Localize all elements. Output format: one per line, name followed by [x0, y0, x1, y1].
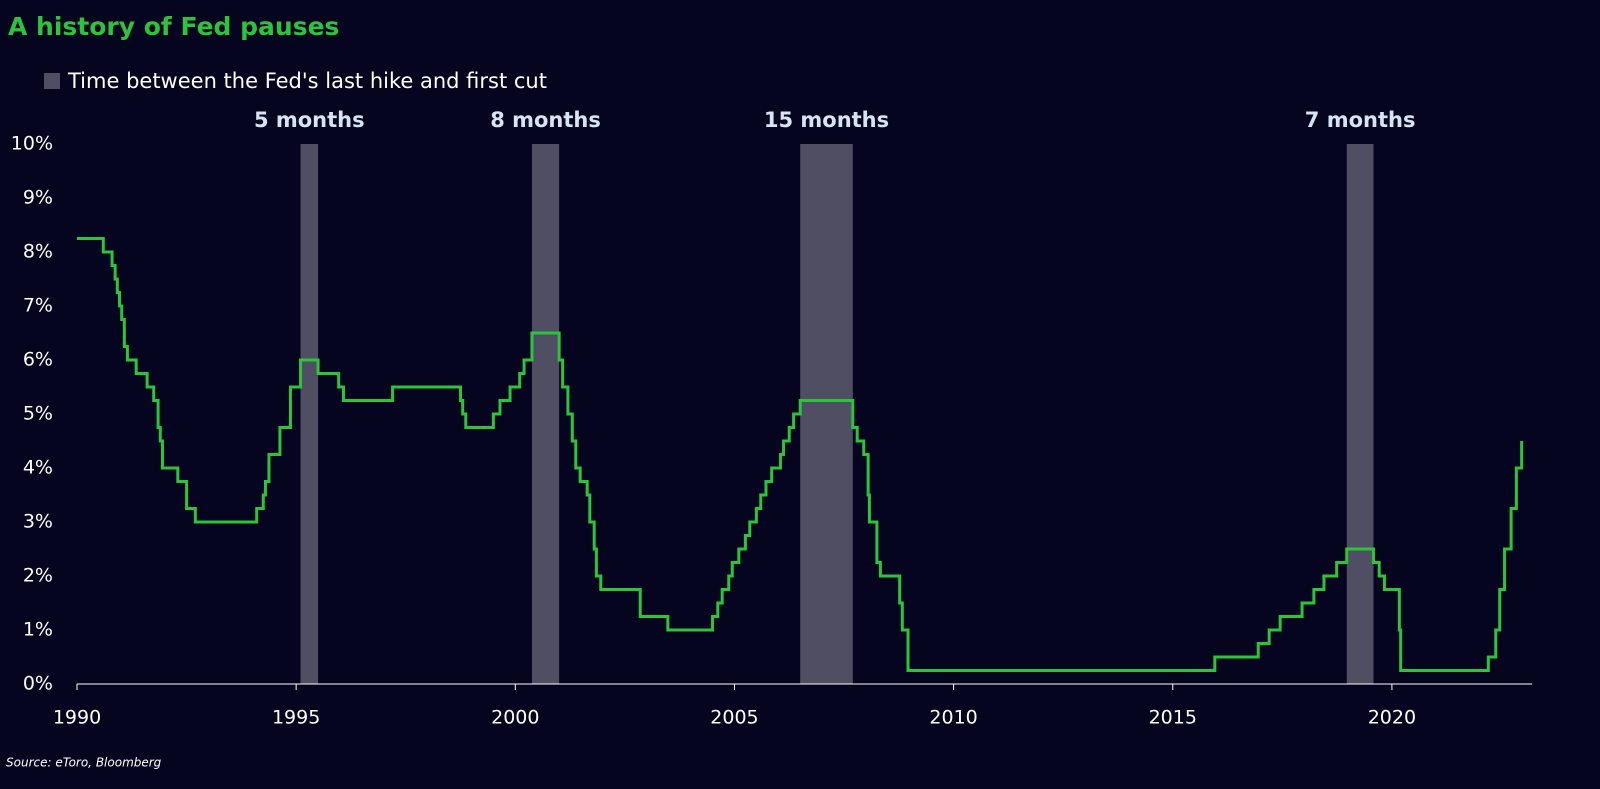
- pause-region: [800, 144, 853, 684]
- y-tick-label: 5%: [23, 403, 53, 425]
- y-tick-label: 0%: [23, 673, 53, 695]
- pause-label: 15 months: [764, 108, 889, 132]
- x-tick-label: 2020: [1368, 707, 1416, 729]
- x-tick-label: 2010: [929, 707, 977, 729]
- y-tick-label: 4%: [23, 457, 53, 479]
- x-tick-label: 2015: [1149, 707, 1197, 729]
- y-tick-label: 7%: [23, 295, 53, 317]
- y-tick-label: 6%: [23, 349, 53, 371]
- y-tick-label: 8%: [23, 241, 53, 263]
- x-tick-label: 2005: [710, 707, 758, 729]
- y-tick-label: 10%: [11, 133, 53, 155]
- rate-line: [77, 237, 1524, 672]
- y-tick-label: 1%: [23, 619, 53, 641]
- source: Source: eToro, Bloomberg: [6, 756, 162, 770]
- x-tick-label: 1995: [272, 707, 320, 729]
- chart-title: A history of Fed pauses: [8, 12, 339, 41]
- legend-swatch: [44, 73, 60, 89]
- x-tick-label: 1990: [53, 707, 101, 729]
- pause-region: [531, 144, 560, 684]
- x-tick-label: 2000: [491, 707, 539, 729]
- pause-label: 8 months: [490, 108, 601, 132]
- pause-label: 7 months: [1305, 108, 1416, 132]
- y-tick-label: 9%: [23, 187, 53, 209]
- pause-region: [300, 144, 319, 684]
- pause-label: 5 months: [254, 108, 365, 132]
- legend-label: Time between the Fed's last hike and fir…: [67, 69, 547, 93]
- y-tick-label: 2%: [23, 565, 53, 587]
- pause-region: [1346, 144, 1374, 684]
- y-tick-label: 3%: [23, 511, 53, 533]
